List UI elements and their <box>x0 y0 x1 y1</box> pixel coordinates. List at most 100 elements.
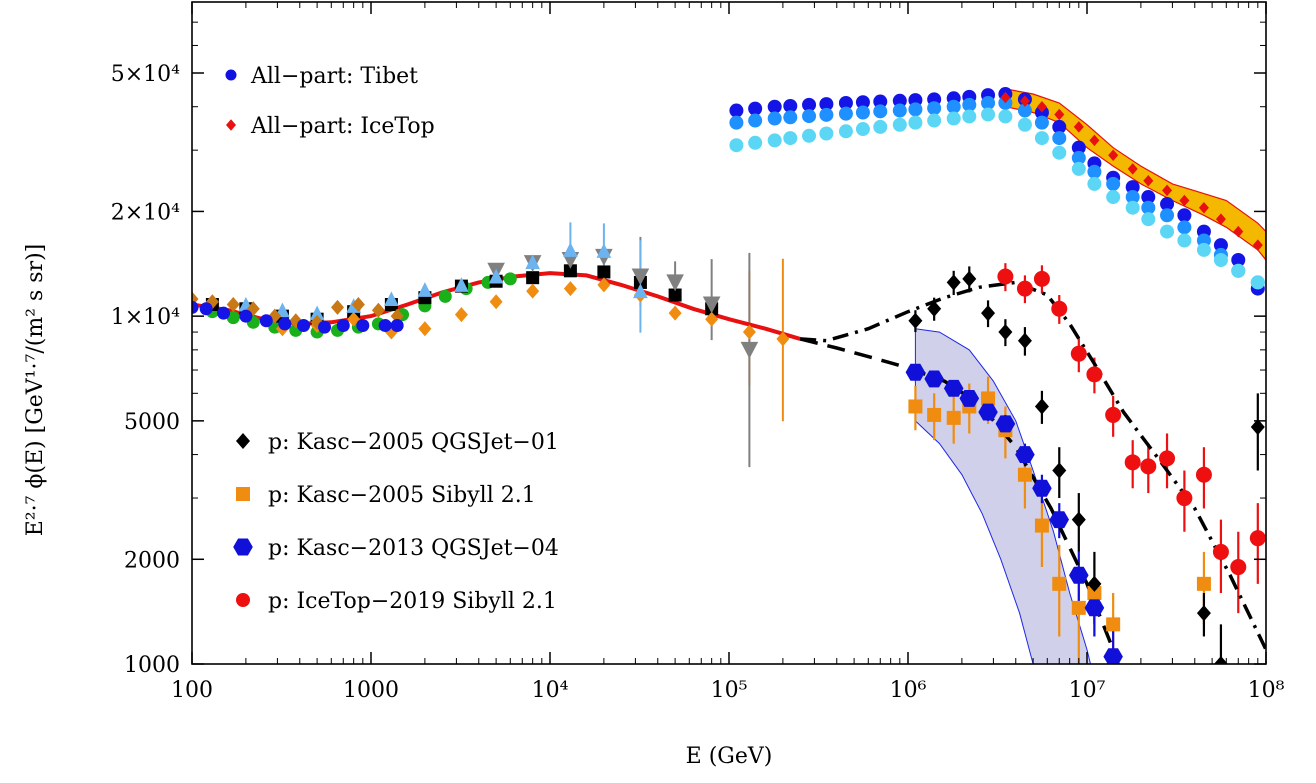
low_brown-point <box>371 302 385 318</box>
kasc2005_qgs-point <box>1196 605 1211 622</box>
icetop2019-point <box>1176 490 1193 507</box>
tibet3-point <box>1071 161 1086 176</box>
kasc2005_sib-point <box>981 391 996 406</box>
icetop2019-point <box>997 268 1014 285</box>
low_blue-point <box>356 318 370 332</box>
kasc2013-point <box>1103 648 1123 664</box>
low_orange-point <box>597 277 611 293</box>
low_lightblue-point <box>384 291 399 307</box>
plot-frame <box>191 1 1267 665</box>
tibet1-point <box>783 98 798 113</box>
tibet2-point <box>783 110 798 125</box>
icetop-point <box>1000 91 1011 104</box>
tibet3-point <box>1177 233 1192 248</box>
kasc2005_qgs-point <box>998 324 1013 341</box>
tibet3-point <box>1052 145 1067 160</box>
low_blue-point <box>239 309 253 323</box>
low_black-point <box>597 265 611 279</box>
x-tick-label: 10⁶ <box>890 678 927 703</box>
tibet3-point <box>855 122 870 137</box>
low_orange-point <box>705 311 719 327</box>
low_green-point <box>226 311 240 325</box>
tibet3-point <box>767 133 782 148</box>
low_brown-point <box>289 313 303 329</box>
icetop2019-point <box>1033 270 1050 287</box>
low_grey-point <box>666 274 684 292</box>
kasc2005_sib-point <box>1052 576 1067 591</box>
icetop-point <box>1233 225 1244 238</box>
legend-marker <box>236 487 250 501</box>
low_lightblue-point <box>417 282 433 297</box>
low_orange-point <box>526 283 540 299</box>
fit-lines-layer <box>192 271 1266 664</box>
tibet3-point <box>962 109 977 124</box>
kasc2005_sib-point <box>927 407 942 422</box>
tibet3-point <box>1087 176 1102 191</box>
low_lightblue-point <box>633 283 648 299</box>
y-tick-label: 1000 <box>124 653 180 678</box>
tibet2-point <box>873 104 888 119</box>
kasc2005_qgs-point <box>946 274 961 291</box>
tibet1-point <box>748 101 763 116</box>
tibet3-point <box>981 107 996 122</box>
icetop2019-point <box>1249 530 1266 547</box>
kasc2013-point <box>1032 479 1052 497</box>
tibet1-point <box>873 94 888 109</box>
tibet3-point <box>927 113 942 128</box>
legend-label: All−part: Tibet <box>250 64 418 89</box>
legend-label: p: IceTop−2019 Sibyll 2.1 <box>268 589 557 614</box>
low_blue-point <box>199 302 213 316</box>
kasc2013-point <box>924 370 944 388</box>
tibet3-point <box>1125 200 1140 215</box>
tibet2-point <box>927 101 942 116</box>
icetop2019-point <box>1195 466 1212 483</box>
low_lightblue-point <box>596 243 612 258</box>
x-tick-label: 100 <box>171 678 213 703</box>
kasc2013-point <box>1084 599 1105 617</box>
legend-marker <box>233 538 253 556</box>
low_brown-point <box>205 294 219 310</box>
low_orange-point <box>668 305 682 321</box>
tibet2-point <box>855 105 870 120</box>
tibet3-point <box>802 128 817 143</box>
icetop-point <box>1252 239 1263 251</box>
x-tick-label: 10⁸ <box>1248 678 1285 703</box>
tibet2-point <box>802 109 817 124</box>
tibet1-point <box>855 95 870 110</box>
legend-marker <box>236 432 250 450</box>
low_blue-point <box>297 318 311 332</box>
kasc2005_sib-point <box>1034 518 1049 533</box>
kasc2005_sib-point <box>1106 617 1121 632</box>
kasc2005_qgs-point <box>1071 511 1086 528</box>
legend-label: p: Kasc−2013 QGSJet−04 <box>268 536 559 561</box>
low_blue-point <box>192 300 199 314</box>
y-axis-label: E²·⁷ ϕ(E) [GeV¹·⁷/(m² s sr)] <box>23 244 48 537</box>
icetop-point <box>1215 213 1226 225</box>
legend-marker <box>236 593 250 607</box>
low_blue-point <box>378 318 392 332</box>
low_brown-point <box>226 297 240 312</box>
tibet1-point <box>1052 119 1067 134</box>
icetop-point <box>1127 163 1138 175</box>
low_orange-point <box>563 281 577 297</box>
kasc2005_qgs-point <box>1017 332 1032 349</box>
kasc2005_qgs-point <box>962 270 977 287</box>
icetop2019-point <box>1016 280 1033 297</box>
icetop-point <box>1143 175 1154 187</box>
kasc2005_sib-point <box>1017 467 1032 482</box>
y-tick-label: 2000 <box>124 548 180 573</box>
kasc2005_sib-point <box>1196 576 1211 591</box>
legend-label: p: Kasc−2005 QGSJet−01 <box>268 430 559 455</box>
tibet3-point <box>1160 224 1175 239</box>
icetop-band <box>1004 88 1266 261</box>
icetop2019-point <box>1159 450 1176 467</box>
tibet3-point <box>748 135 763 150</box>
kasc2005_sib-point <box>908 399 923 414</box>
x-tick-label: 10⁷ <box>1069 678 1106 703</box>
kasc2013-point <box>959 390 980 407</box>
low_lightblue-point <box>488 268 504 284</box>
kasc2013-point <box>1049 511 1069 529</box>
tibet2-point <box>1160 208 1175 223</box>
